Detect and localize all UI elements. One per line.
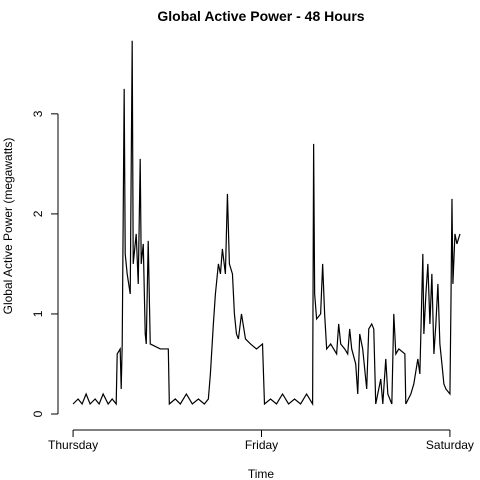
- x-tick-label: Thursday: [48, 438, 98, 452]
- chart-title: Global Active Power - 48 Hours: [157, 8, 364, 24]
- x-tick-label: Friday: [245, 438, 278, 452]
- y-tick-label: 3: [31, 110, 45, 117]
- x-tick-label: Saturday: [426, 438, 474, 452]
- y-tick-label: 1: [31, 310, 45, 317]
- y-axis-label: Global Active Power (megawatts): [1, 138, 15, 315]
- y-tick-label: 2: [31, 210, 45, 217]
- x-axis-label: Time: [248, 467, 275, 480]
- y-tick-label: 0: [31, 410, 45, 417]
- line-series: [72, 40, 461, 407]
